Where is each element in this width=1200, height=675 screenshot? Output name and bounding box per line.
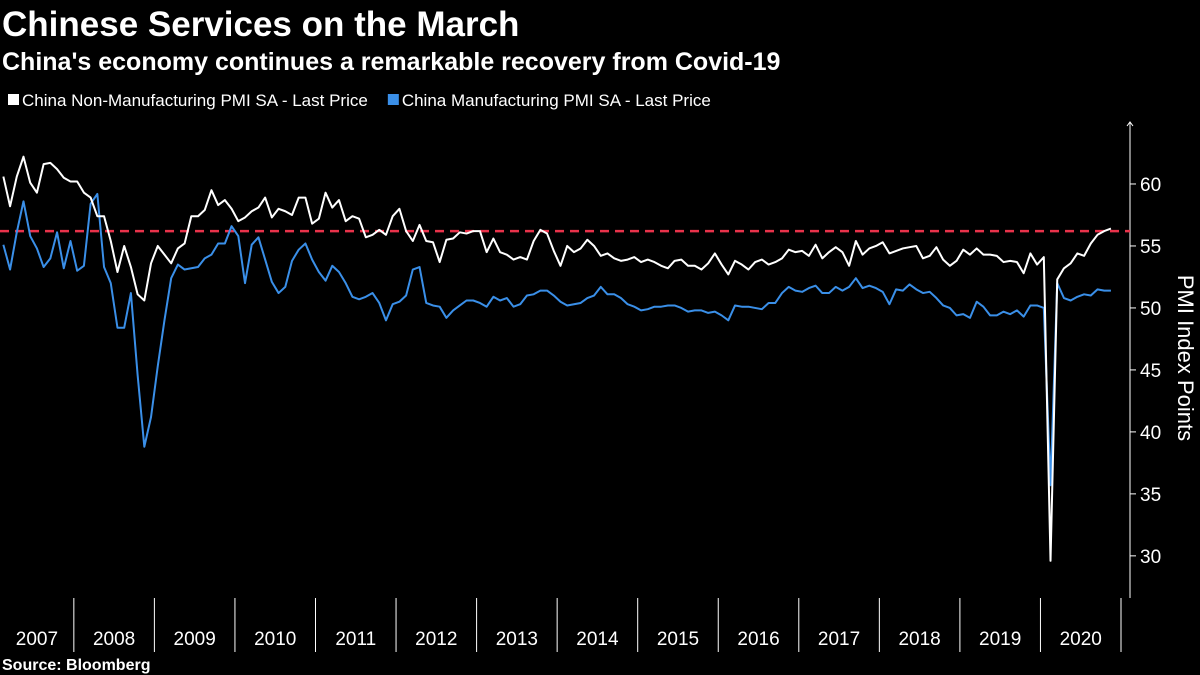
x-tick-label: 2014 — [576, 629, 619, 650]
x-tick-label: 2008 — [93, 629, 135, 650]
source: Source: Bloomberg — [2, 657, 150, 674]
y-axis-label: PMI Index Points — [1173, 275, 1198, 441]
x-tick-label: 2013 — [496, 629, 538, 650]
legend-swatch — [8, 94, 19, 105]
y-tick-label: 35 — [1140, 485, 1161, 506]
x-tick-label: 2018 — [898, 629, 940, 650]
series-line — [2, 155, 1112, 562]
x-tick-label: 2007 — [16, 629, 58, 650]
y-tick-label: 60 — [1140, 175, 1161, 196]
series-line — [2, 192, 1111, 487]
x-tick-label: 2016 — [737, 629, 779, 650]
x-tick-label: 2017 — [818, 629, 860, 650]
x-tick-label: 2010 — [254, 629, 296, 650]
legend-label: China Manufacturing PMI SA - Last Price — [402, 91, 711, 110]
chart-title: Chinese Services on the March — [2, 5, 519, 44]
x-tick-label: 2019 — [979, 629, 1021, 650]
y-tick-label: 50 — [1140, 299, 1161, 320]
x-tick-label: 2009 — [174, 629, 216, 650]
x-tick-label: 2012 — [415, 629, 457, 650]
y-tick-label: 40 — [1140, 423, 1161, 444]
x-tick-label: 2020 — [1060, 629, 1102, 650]
y-axis-arrow — [1126, 121, 1134, 127]
y-tick-label: 45 — [1140, 361, 1161, 382]
legend-swatch — [387, 94, 399, 105]
chart-subtitle: China's economy continues a remarkable r… — [2, 48, 780, 76]
legend-label: China Non-Manufacturing PMI SA - Last Pr… — [22, 91, 368, 110]
y-tick-label: 55 — [1140, 237, 1161, 258]
x-tick-label: 2015 — [657, 629, 699, 650]
y-tick-label: 30 — [1140, 547, 1161, 568]
x-tick-label: 2011 — [335, 629, 376, 650]
